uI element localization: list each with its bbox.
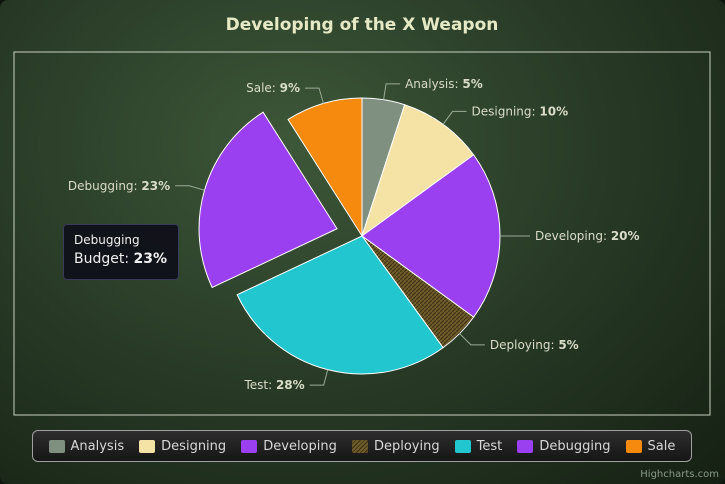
label-connector-analysis bbox=[383, 83, 401, 100]
data-label-test: Test: 28% bbox=[243, 378, 304, 392]
legend-swatch-analysis bbox=[48, 439, 65, 453]
tooltip: Debugging Budget: 23% bbox=[63, 224, 179, 280]
plot-border bbox=[13, 51, 711, 416]
label-connector-sale bbox=[305, 87, 324, 104]
legend: Analysis Designing Developing Deploying Test… bbox=[32, 430, 692, 462]
data-label-developing: Developing: 20% bbox=[535, 229, 640, 243]
pie-slice-designing[interactable] bbox=[361, 104, 475, 238]
legend-item-debugging[interactable]: Debugging bbox=[517, 439, 610, 454]
label-connector-designing bbox=[442, 110, 467, 125]
legend-swatch-developing bbox=[241, 439, 258, 453]
legend-item-analysis[interactable]: Analysis bbox=[48, 438, 125, 454]
legend-item-sale[interactable]: Sale bbox=[625, 438, 676, 454]
legend-item-developing[interactable]: Developing bbox=[241, 439, 337, 454]
credits-link[interactable]: Highcharts.com bbox=[640, 469, 719, 480]
legend-label-debugging: Debugging bbox=[539, 438, 611, 454]
pie-slice-sale[interactable] bbox=[287, 97, 363, 238]
label-connector-deploying bbox=[459, 333, 485, 346]
data-label-debugging: Debugging: 23% bbox=[68, 179, 170, 193]
tooltip-series: Budget bbox=[74, 251, 125, 267]
label-connector-test bbox=[309, 369, 329, 386]
data-label-deploying: Deploying: 5% bbox=[490, 338, 579, 352]
legend-label-deploying: Deploying bbox=[373, 438, 440, 454]
pie-slice-test[interactable] bbox=[236, 235, 444, 375]
pie-slice-developing[interactable] bbox=[361, 154, 501, 318]
data-label-sale: Sale: 9% bbox=[246, 81, 300, 95]
legend-item-test[interactable]: Test bbox=[454, 438, 503, 454]
data-label-designing: Designing: 10% bbox=[472, 104, 569, 118]
legend-swatch-test bbox=[454, 439, 471, 453]
legend-swatch-deploying bbox=[351, 439, 368, 453]
legend-label-sale: Sale bbox=[647, 438, 676, 454]
pie-slice-debugging[interactable] bbox=[198, 111, 338, 289]
tooltip-line: Budget: 23% bbox=[74, 251, 168, 267]
legend-label-analysis: Analysis bbox=[70, 438, 125, 454]
tooltip-value: 23% bbox=[133, 251, 168, 267]
legend-swatch-debugging bbox=[517, 439, 534, 453]
legend-label-test: Test bbox=[476, 438, 503, 454]
legend-swatch-designing bbox=[139, 439, 156, 453]
legend-item-designing[interactable]: Designing bbox=[139, 439, 226, 454]
data-label-analysis: Analysis: 5% bbox=[405, 77, 483, 91]
tooltip-category: Debugging bbox=[74, 233, 140, 247]
legend-swatch-sale bbox=[625, 439, 642, 453]
legend-item-deploying[interactable]: Deploying bbox=[351, 438, 440, 454]
chart-title: Developing of the X Weapon bbox=[226, 15, 499, 35]
legend-label-developing: Developing bbox=[263, 438, 337, 454]
label-connector-debugging bbox=[175, 185, 205, 191]
legend-label-designing: Designing bbox=[161, 438, 227, 454]
